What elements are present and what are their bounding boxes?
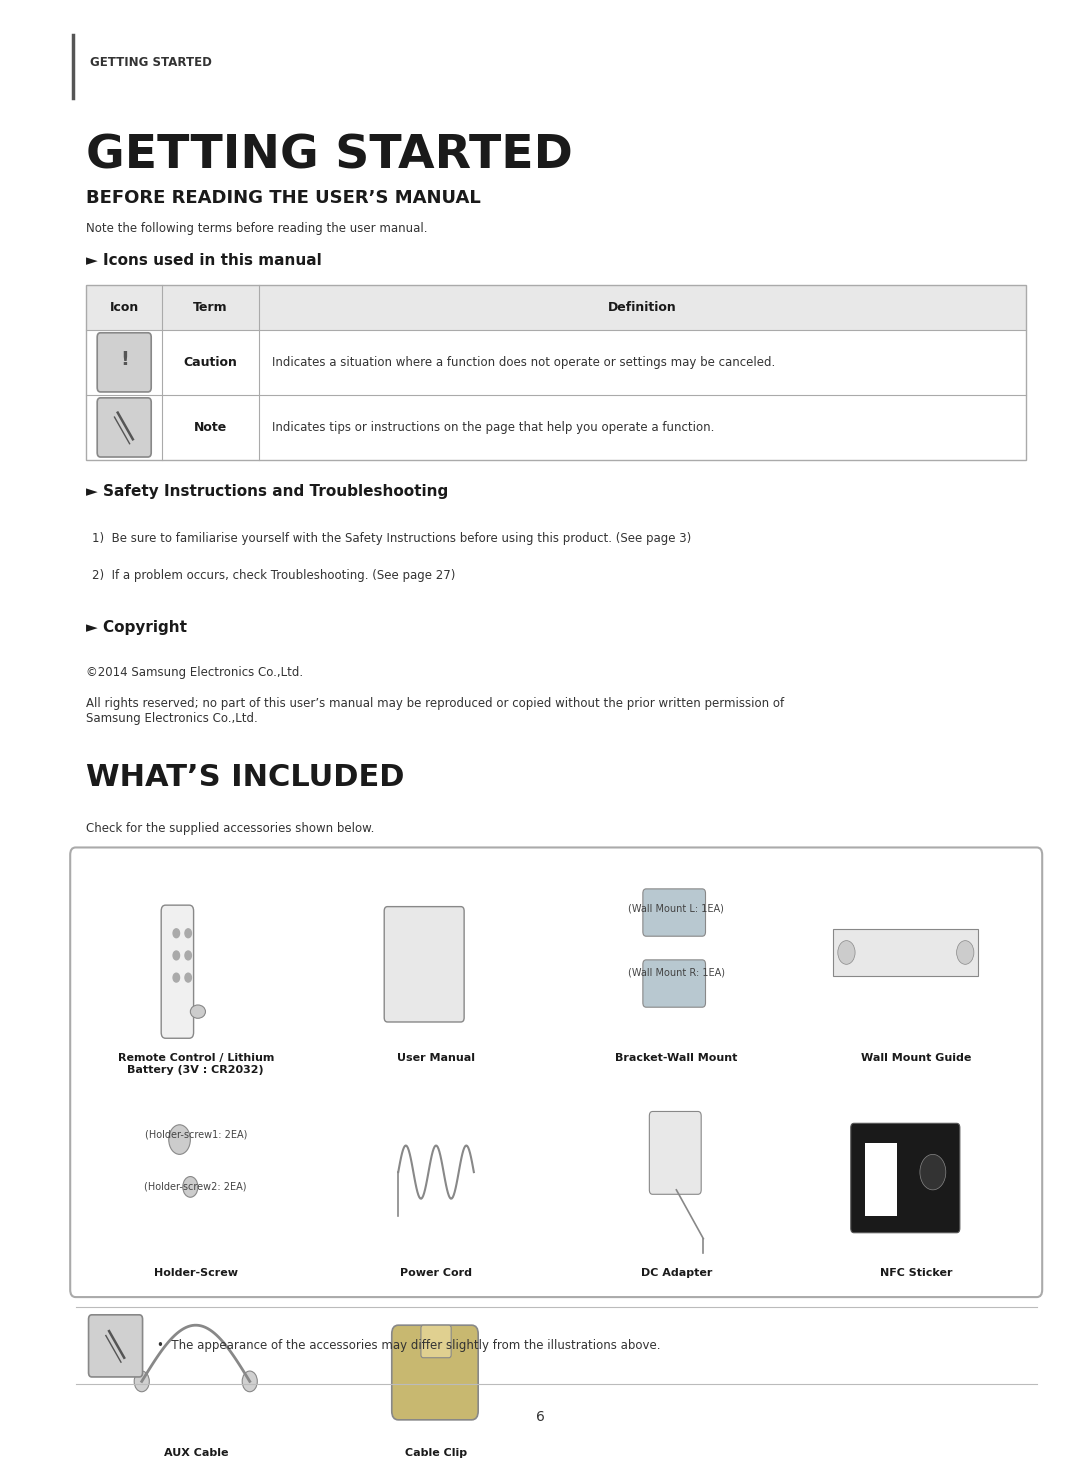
Text: DC Adapter: DC Adapter [640, 1268, 712, 1278]
Text: Holder-Screw: Holder-Screw [153, 1268, 238, 1278]
Text: Icon: Icon [109, 302, 139, 314]
FancyBboxPatch shape [851, 1124, 960, 1233]
FancyBboxPatch shape [86, 285, 1026, 330]
Circle shape [920, 1154, 946, 1189]
Text: ► Icons used in this manual: ► Icons used in this manual [86, 253, 322, 268]
Circle shape [183, 1177, 198, 1198]
Text: AUX Cable: AUX Cable [163, 1448, 228, 1458]
Circle shape [134, 1371, 149, 1392]
FancyBboxPatch shape [70, 847, 1042, 1297]
Text: Bracket-Wall Mount: Bracket-Wall Mount [616, 1053, 738, 1063]
FancyBboxPatch shape [392, 1325, 478, 1420]
Text: (Wall Mount L: 1EA): (Wall Mount L: 1EA) [629, 904, 725, 914]
Text: BEFORE READING THE USER’S MANUAL: BEFORE READING THE USER’S MANUAL [86, 189, 482, 207]
Text: Caution: Caution [184, 356, 238, 368]
Text: Power Cord: Power Cord [400, 1268, 472, 1278]
Text: Check for the supplied accessories shown below.: Check for the supplied accessories shown… [86, 822, 375, 836]
Text: GETTING STARTED: GETTING STARTED [90, 56, 212, 68]
FancyBboxPatch shape [834, 929, 978, 976]
Text: 1)  Be sure to familiarise yourself with the Safety Instructions before using th: 1) Be sure to familiarise yourself with … [92, 532, 691, 546]
Text: Cable Clip: Cable Clip [405, 1448, 468, 1458]
Circle shape [838, 941, 855, 964]
FancyBboxPatch shape [643, 960, 705, 1007]
Text: All rights reserved; no part of this user’s manual may be reproduced or copied w: All rights reserved; no part of this use… [86, 697, 784, 725]
Text: Note the following terms before reading the user manual.: Note the following terms before reading … [86, 222, 428, 235]
Text: 2)  If a problem occurs, check Troubleshooting. (See page 27): 2) If a problem occurs, check Troublesho… [92, 569, 455, 583]
Ellipse shape [190, 1006, 205, 1019]
Text: Indicates tips or instructions on the page that help you operate a function.: Indicates tips or instructions on the pa… [272, 422, 715, 433]
FancyBboxPatch shape [97, 333, 151, 392]
Text: GETTING STARTED: GETTING STARTED [86, 133, 573, 177]
FancyBboxPatch shape [865, 1142, 897, 1216]
FancyBboxPatch shape [161, 905, 193, 1038]
Text: NFC Sticker: NFC Sticker [880, 1268, 953, 1278]
Text: ©2014 Samsung Electronics Co.,Ltd.: ©2014 Samsung Electronics Co.,Ltd. [86, 666, 303, 679]
Circle shape [168, 1124, 190, 1154]
Text: Definition: Definition [608, 302, 677, 314]
Circle shape [185, 929, 191, 938]
Circle shape [242, 1371, 257, 1392]
Text: (Wall Mount R: 1EA): (Wall Mount R: 1EA) [627, 967, 725, 978]
Circle shape [173, 951, 179, 960]
Text: Note: Note [194, 422, 227, 433]
Circle shape [957, 941, 974, 964]
FancyBboxPatch shape [643, 889, 705, 936]
Text: Remote Control / Lithium
Battery (3V : CR2032): Remote Control / Lithium Battery (3V : C… [118, 1053, 274, 1075]
Circle shape [173, 929, 179, 938]
Text: !: ! [120, 351, 129, 368]
Text: (Holder-screw2: 2EA): (Holder-screw2: 2EA) [145, 1182, 247, 1192]
FancyBboxPatch shape [649, 1112, 701, 1195]
Text: •  The appearance of the accessories may differ slightly from the illustrations : • The appearance of the accessories may … [157, 1340, 660, 1352]
Circle shape [185, 951, 191, 960]
Text: Indicates a situation where a function does not operate or settings may be cance: Indicates a situation where a function d… [272, 356, 775, 368]
FancyBboxPatch shape [384, 907, 464, 1022]
Text: ► Safety Instructions and Troubleshooting: ► Safety Instructions and Troubleshootin… [86, 484, 448, 498]
FancyBboxPatch shape [89, 1315, 143, 1377]
Circle shape [173, 973, 179, 982]
Text: Wall Mount Guide: Wall Mount Guide [862, 1053, 972, 1063]
Text: 6: 6 [536, 1409, 544, 1424]
FancyBboxPatch shape [97, 398, 151, 457]
Text: (Holder-screw1: 2EA): (Holder-screw1: 2EA) [145, 1130, 247, 1140]
Text: WHAT’S INCLUDED: WHAT’S INCLUDED [86, 763, 405, 793]
Text: User Manual: User Manual [397, 1053, 475, 1063]
Text: ► Copyright: ► Copyright [86, 620, 188, 634]
Text: Term: Term [193, 302, 228, 314]
FancyBboxPatch shape [421, 1325, 451, 1358]
Circle shape [185, 973, 191, 982]
